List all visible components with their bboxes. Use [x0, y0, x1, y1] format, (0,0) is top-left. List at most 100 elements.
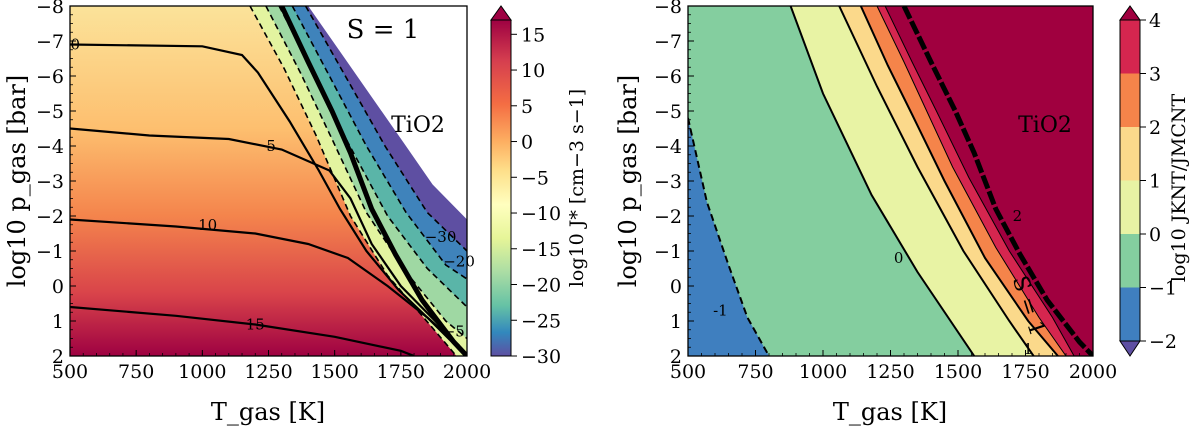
left-colorbar-tick-label: −5 — [521, 167, 549, 189]
right-contour-label--1: -1 — [713, 302, 728, 320]
left-y-tick-label: −8 — [36, 0, 64, 18]
left-x-tick-label: 1500 — [310, 361, 358, 383]
left-colorbar-tick-label: −10 — [521, 203, 561, 225]
right-colorbar-extend-max — [1119, 5, 1141, 21]
left-dashed-contour--20 — [291, 6, 467, 280]
left-panel: 500 750 1000 1250 1500 1750 2000−8−7−6−5−4−3−2… — [3, 0, 588, 426]
right-x-tick-label: 1250 — [866, 361, 914, 383]
left-y-tick-label: 0 — [52, 276, 64, 298]
left-colorbar-label: log10 J* [cm−3 s−1] — [566, 89, 588, 287]
right-contour-2 — [859, 6, 1059, 356]
left-species-label: TiO2 — [391, 113, 445, 138]
right-contour-0 — [789, 6, 976, 356]
right-x-tick-label: 1000 — [799, 361, 847, 383]
left-contour-label-10: 10 — [198, 216, 217, 234]
left-contour-label-5: 5 — [266, 137, 276, 155]
right-colorbar-extend-min — [1119, 340, 1141, 357]
left-y-tick-label: 2 — [52, 346, 64, 368]
right-colorbar-tick-label: 2 — [1149, 117, 1161, 139]
left-saturation-label: S = 1 — [347, 15, 420, 45]
left-contour-labels: 0 5 10 15 −5 −20 −30 — [71, 36, 475, 341]
left-x-tick-label: 500 — [52, 361, 88, 383]
left-y-tick-label: 1 — [52, 311, 64, 333]
right-colorbar-bin — [1120, 180, 1140, 234]
right-x-tick-label: 2000 — [1069, 361, 1117, 383]
right-colorbar-bin — [1120, 127, 1140, 181]
right-y-tick-label: 2 — [670, 346, 682, 368]
left-x-tick-label: 1250 — [244, 361, 292, 383]
left-colorbar-tick-label: 15 — [521, 24, 545, 46]
right-contour-label-2: 2 — [1013, 207, 1023, 225]
left-contour-label--20: −20 — [443, 253, 475, 271]
left-contour-label-15: 15 — [246, 316, 265, 334]
left-colorbar-tick-label: 5 — [521, 96, 533, 118]
right-y-axis-label: log10 p_gas [bar] — [614, 75, 642, 288]
left-y-tick-label: −2 — [36, 206, 64, 228]
right-x-tick-label: 1500 — [934, 361, 982, 383]
left-dashed-contour--5 — [265, 6, 467, 340]
left-y-tick-label: −4 — [36, 136, 64, 158]
left-contour-5 — [70, 127, 466, 354]
left-colorbar-extend-max — [490, 5, 512, 21]
left-colorbar: 15 10 5 0 −5 −10 −15 −20 −25 −30 log10 J* [cm−3 s… — [490, 5, 588, 368]
right-colorbar-bin — [1120, 73, 1140, 127]
left-x-tick-label: 750 — [118, 361, 154, 383]
right-y-tick-label: −2 — [654, 206, 682, 228]
left-dashed-contour--2 — [249, 6, 458, 356]
right-colorbar-tick-label: −2 — [1149, 331, 1177, 353]
right-contour-label-0: 0 — [894, 249, 904, 267]
left-x-tick-label: 1000 — [178, 361, 226, 383]
right-y-tick-label: 0 — [670, 276, 682, 298]
left-colorbar-tick-label: 10 — [521, 60, 545, 82]
right-y-tick-label: −4 — [654, 136, 682, 158]
right-colorbar-bin — [1120, 20, 1140, 74]
right-x-tick-label: 1750 — [1001, 361, 1049, 383]
right-colorbar-bin — [1120, 287, 1140, 341]
right-colorbar-tick-label: 0 — [1149, 224, 1161, 246]
right-y-tick-label: −6 — [654, 66, 682, 88]
left-contour-lines — [70, 6, 467, 356]
left-y-tick-label: −1 — [36, 241, 64, 263]
left-dashed-contour--30 — [304, 6, 467, 252]
right-x-axis-label: T_gas [K] — [833, 398, 947, 426]
left-contour-label--5: −5 — [443, 323, 465, 341]
left-colorbar-tick-label: −15 — [521, 239, 561, 261]
right-contour-lines — [688, 6, 1093, 356]
right-y-tick-label: −8 — [654, 0, 682, 18]
left-contour-label--30: −30 — [425, 228, 457, 246]
left-saturation-curve — [279, 6, 467, 356]
left-x-tick-label: 2000 — [443, 361, 491, 383]
right-contour--1 — [688, 117, 770, 356]
right-colorbar-tick-label: 4 — [1149, 10, 1161, 32]
left-no-data-region — [308, 6, 467, 220]
right-panel: 500 750 1000 1250 1500 1750 2000−8−7−6−5−4−3−2… — [614, 0, 1190, 426]
right-y-tick-label: −5 — [654, 101, 682, 123]
right-colorbar-ticks: 4 3 2 1 0 −1 −2 — [1140, 10, 1177, 353]
left-y-tick-label: −7 — [36, 31, 64, 53]
left-x-axis-label: T_gas [K] — [211, 398, 325, 426]
right-x-tick-label: 750 — [737, 361, 773, 383]
left-axis-ticks: 500 750 1000 1250 1500 1750 2000−8−7−6−5−4−3−2… — [36, 0, 491, 383]
right-colorbar-label: log10 JKNT/JMCNT — [1168, 94, 1190, 283]
right-contour-4 — [884, 6, 1075, 356]
left-colorbar-tick-label: −20 — [521, 275, 561, 297]
right-contour-labels: -1 0 1 2 — [713, 207, 1033, 358]
right-saturation-curve — [901, 6, 1093, 356]
right-contour-3 — [876, 6, 1067, 356]
right-y-tick-label: −3 — [654, 171, 682, 193]
right-colorbar-tick-label: 3 — [1149, 64, 1161, 86]
left-x-tick-label: 1750 — [377, 361, 425, 383]
left-colorbar-tick-label: −25 — [521, 310, 561, 332]
right-y-tick-label: −1 — [654, 241, 682, 263]
right-region-lt-minus1 — [688, 118, 769, 356]
right-x-tick-label: 500 — [670, 361, 706, 383]
left-y-tick-label: −5 — [36, 101, 64, 123]
right-axis-ticks: 500 750 1000 1250 1500 1750 2000 −8 −7 −6 −5 −4 −3 −2… — [654, 0, 1117, 383]
right-species-label: TiO2 — [1018, 113, 1072, 138]
right-region-4 — [885, 6, 1093, 356]
right-colorbar-bin — [1120, 234, 1140, 288]
right-contour-label-1: 1 — [1023, 340, 1033, 358]
right-y-tick-label: 1 — [670, 311, 682, 333]
left-y-tick-label: −3 — [36, 171, 64, 193]
